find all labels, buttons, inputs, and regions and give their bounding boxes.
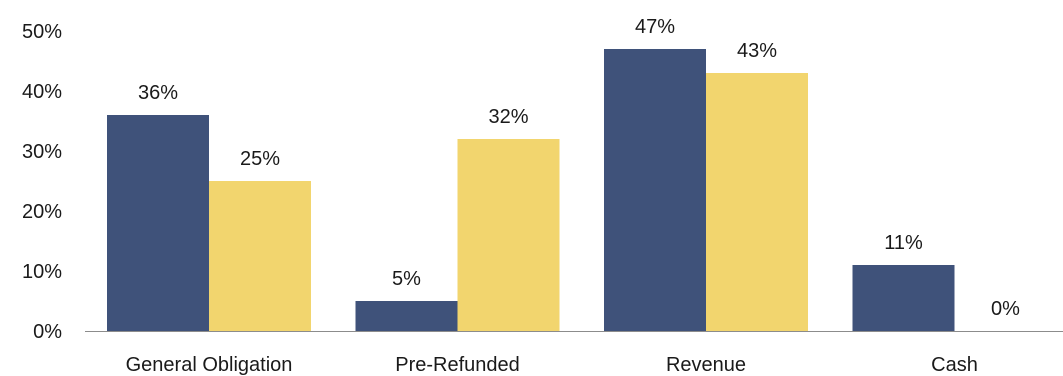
bar-cash-series-1 bbox=[852, 265, 955, 331]
bar-pre-refunded-series-2 bbox=[457, 139, 560, 331]
bar-revenue-series-1 bbox=[604, 49, 706, 331]
bar-general-obligation-series-1 bbox=[107, 115, 209, 331]
bars-group bbox=[107, 49, 955, 331]
data-label: 36% bbox=[138, 82, 178, 104]
data-label: 25% bbox=[240, 148, 280, 170]
data-label: 43% bbox=[737, 40, 777, 62]
bar-pre-refunded-series-1 bbox=[355, 301, 458, 331]
bar-general-obligation-series-2 bbox=[209, 181, 311, 331]
y-tick-label: 40% bbox=[22, 81, 62, 103]
x-category-label: Revenue bbox=[666, 354, 746, 376]
bar-revenue-series-2 bbox=[706, 73, 808, 331]
y-tick-label: 50% bbox=[22, 21, 62, 43]
data-label: 0% bbox=[991, 298, 1020, 320]
x-category-label: Pre-Refunded bbox=[395, 354, 520, 376]
data-label: 11% bbox=[884, 232, 923, 254]
data-label: 47% bbox=[635, 16, 675, 38]
data-label: 5% bbox=[392, 268, 421, 290]
x-category-label: General Obligation bbox=[126, 354, 293, 376]
y-tick-label: 30% bbox=[22, 141, 62, 163]
y-axis-tick-labels: 0% 10% 20% 30% 40% 50% bbox=[22, 21, 62, 343]
data-labels-group: 36% 25% 5% 32% 47% 43% 11% 0% bbox=[138, 16, 1020, 320]
y-tick-label: 10% bbox=[22, 261, 62, 283]
x-axis-category-labels: General Obligation Pre-Refunded Revenue Cas… bbox=[126, 354, 978, 376]
data-label: 32% bbox=[488, 106, 528, 128]
x-category-label: Cash bbox=[931, 354, 978, 376]
y-tick-label: 0% bbox=[33, 321, 62, 343]
y-tick-label: 20% bbox=[22, 201, 62, 223]
